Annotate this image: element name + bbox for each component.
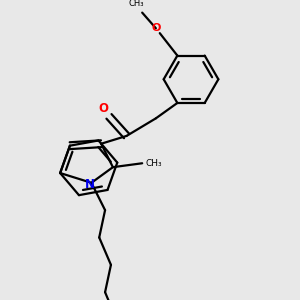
Text: CH₃: CH₃ (146, 159, 162, 168)
Text: O: O (98, 102, 108, 115)
Text: N: N (84, 178, 94, 191)
Text: CH₃: CH₃ (129, 0, 144, 8)
Text: O: O (151, 23, 160, 33)
